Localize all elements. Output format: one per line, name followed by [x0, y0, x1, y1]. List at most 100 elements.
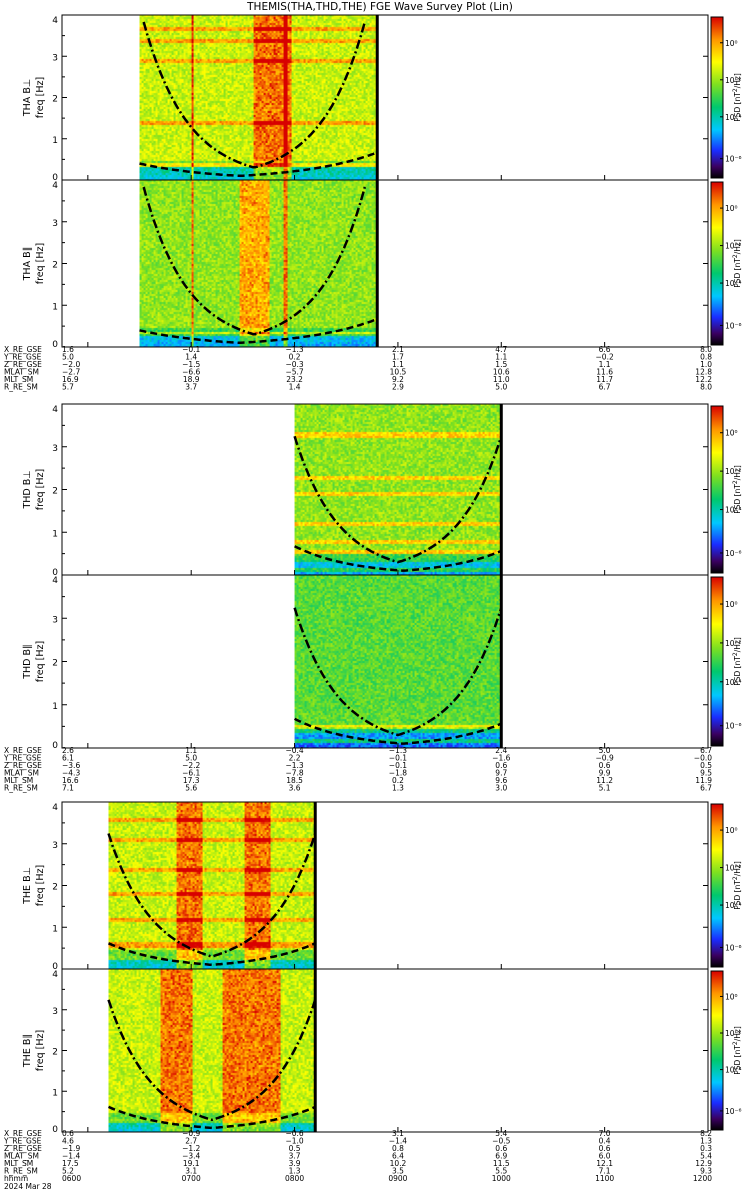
colorbar-ramp-6: [710, 970, 724, 1131]
ephem-value-2-5-5: 5.1: [599, 784, 611, 793]
ephem-value-3-2-5: 0.6: [599, 1144, 611, 1153]
ephem-value-3-4-1: 19.1: [183, 1159, 200, 1168]
colorbar-tick-label-3-0: 10⁰: [725, 429, 738, 438]
panel-ylabel-4: freq [Hz]: [35, 641, 46, 682]
ephem-value-3-3-5: 6.0: [599, 1152, 611, 1161]
ephem-value-1-0-1: −0.1: [182, 345, 200, 354]
ephem-value-1-2-3: 1.1: [392, 360, 404, 369]
colorbar-1: 10⁰ 10⁻² 10⁻⁴ 10⁻⁶ PSD [nT2/Hz]: [710, 16, 742, 179]
ephem-label-2-0: X_RE_GSE: [4, 746, 42, 755]
ephem-value-3-1-3: −1.4: [389, 1137, 407, 1146]
ephem-label-3-1: Y_RE_GSE: [3, 1137, 42, 1146]
figure-title: THEMIS(THA,THD,THE) FGE Wave Survey Plot…: [246, 1, 513, 13]
ephem-value-3-5-5: 7.1: [599, 1167, 611, 1176]
colorbar-ramp-3: [710, 405, 724, 574]
ephem-value-1-3-2: −5.7: [285, 368, 303, 377]
ephem-value-1-5-1: 3.7: [185, 383, 197, 392]
ephem-value-1-0-5: 6.6: [599, 345, 611, 354]
panel-1: 0 1 2 3 4 THA B⊥ freq [Hz]: [22, 14, 709, 183]
ephem-value-3-3-6: 5.4: [700, 1152, 712, 1161]
colorbar-6: 10⁰ 10⁻² 10⁻⁴ 10⁻⁶ PSD [nT2/Hz]: [710, 970, 742, 1131]
panel-label-2: THA B∥: [22, 247, 33, 282]
ephem-value-3-4-3: 10.2: [390, 1159, 407, 1168]
gyro-curve-3-1: [294, 545, 502, 572]
ephem-value-3-5-2: 1.3: [289, 1167, 301, 1176]
ephem-value-2-5-0: 7.1: [62, 784, 74, 793]
colorbar-ramp-1: [710, 16, 724, 179]
ytick-label-6-3: 3: [52, 1007, 58, 1017]
ephem-value-2-0-2: −0.4: [285, 746, 303, 755]
colorbar-tick-label-3-3: 10⁻⁶: [725, 549, 742, 558]
ytick-label-2-0: 0: [52, 340, 58, 350]
ephem-value-2-3-3: −1.8: [389, 769, 407, 778]
ephem-value-1-4-4: 11.0: [493, 375, 510, 384]
ephem-value-2-5-4: 3.0: [495, 784, 507, 793]
ephem-value-1-3-3: 10.5: [390, 368, 407, 377]
ytick-label-4-4: 4: [52, 576, 58, 586]
ephem-value-2-2-2: −1.3: [285, 761, 303, 770]
ephem-value-3-4-4: 11.5: [493, 1159, 510, 1168]
ephem-label-2-4: MLT_SM: [4, 776, 33, 785]
ephemeris-block-2: X_RE_GSE 2.6 1.1 −0.4 −1.3 2.4 5.0 6.7 Y_RE_GSE 6…: [3, 746, 712, 793]
colorbar-label-3: PSD [nT2/Hz]: [732, 465, 742, 514]
ephem-value-1-1-0: 5.0: [62, 353, 74, 362]
ytick-label-2-2: 2: [52, 261, 58, 271]
ephem-label-1-5: R_RE_SM: [4, 383, 38, 392]
ephem-value-3-3-0: −1.4: [62, 1152, 80, 1161]
colorbar-tick-label-3-1: 10⁻²: [725, 467, 742, 476]
ephem-value-1-4-1: 18.9: [183, 375, 200, 384]
ephem-value-3-3-3: 6.4: [392, 1152, 404, 1161]
ephem-value-2-2-5: 0.6: [599, 761, 611, 770]
ephem-value-2-3-6: 9.5: [700, 769, 712, 778]
ephem-value-1-5-5: 6.7: [599, 383, 611, 392]
spectrogram-3: [294, 404, 502, 575]
colorbar-tick-label-4-3: 10⁻⁶: [725, 722, 742, 731]
colorbar-tick-label-1-1: 10⁻²: [725, 76, 742, 85]
colorbar-tick-label-5-0: 10⁰: [725, 826, 738, 835]
ephem-value-2-4-3: 0.2: [392, 776, 404, 785]
ephem-label-3-2: Z_RE_GSE: [4, 1144, 42, 1153]
ephem-value-2-1-4: −1.6: [492, 754, 510, 763]
panel-label-5: THE B⊥: [22, 867, 33, 905]
ephem-value-1-5-6: 8.0: [700, 383, 712, 392]
colorbar-2: 10⁰ 10⁻² 10⁻⁴ 10⁻⁶ PSD [nT2/Hz]: [710, 181, 742, 346]
ephem-value-3-5-4: 5.5: [495, 1167, 507, 1176]
ephem-value-2-3-1: −6.1: [182, 769, 200, 778]
ytick-label-5-1: 1: [52, 924, 58, 934]
ephem-value-1-1-2: 0.2: [289, 353, 301, 362]
ephem-value-1-1-5: −0.2: [596, 353, 614, 362]
ephem-value-1-5-2: 1.4: [289, 383, 301, 392]
ephem-value-3-5-0: 5.2: [62, 1167, 74, 1176]
colorbar-tick-label-1-2: 10⁻⁴: [725, 113, 742, 122]
colorbar-tick-label-5-2: 10⁻⁴: [725, 901, 742, 910]
ephem-value-3-4-6: 12.9: [695, 1159, 712, 1168]
ephem-label-1-3: MLAT_SM: [4, 368, 39, 377]
colorbar-label-2: PSD [nT2/Hz]: [732, 239, 742, 288]
ytick-label-1-3: 3: [52, 53, 58, 63]
colorbar-tick-label-6-1: 10⁻²: [725, 1029, 742, 1038]
colorbar-4: 10⁰ 10⁻² 10⁻⁴ 10⁻⁶ PSD [nT2/Hz]: [710, 576, 742, 747]
ytick-label-6-1: 1: [52, 1088, 58, 1098]
panel-label-1: THA B⊥: [22, 79, 33, 117]
ephem-value-1-0-4: 4.7: [495, 345, 507, 354]
gyro-curve-2-1: [139, 317, 378, 345]
ephem-value-1-0-6: 8.0: [700, 345, 712, 354]
time-tick-label-4: 1000: [492, 1174, 511, 1183]
colorbar-label-5: PSD [nT2/Hz]: [732, 861, 742, 910]
ephem-value-3-4-2: 3.9: [289, 1159, 301, 1168]
ephem-label-2-5: R_RE_SM: [4, 784, 38, 793]
gyro-curve-5-1: [108, 942, 316, 967]
time-tick-label-3: 0900: [388, 1174, 407, 1183]
ephem-value-2-0-3: −1.3: [389, 746, 407, 755]
ephem-value-2-4-6: 11.9: [695, 776, 712, 785]
time-tick-label-1: 0700: [182, 1174, 201, 1183]
ephem-value-3-3-2: 3.7: [289, 1152, 301, 1161]
ephem-value-2-4-4: 9.6: [495, 776, 507, 785]
panel-4: 0 1 2 3 4 THD B∥ freq [Hz]: [22, 574, 709, 751]
ephem-value-3-5-3: 3.5: [392, 1167, 404, 1176]
ephem-value-1-2-2: −0.3: [285, 360, 303, 369]
ephem-value-2-1-6: −0.0: [694, 754, 712, 763]
ytick-label-5-2: 2: [52, 883, 58, 893]
time-tick-label-2: 0800: [285, 1174, 304, 1183]
